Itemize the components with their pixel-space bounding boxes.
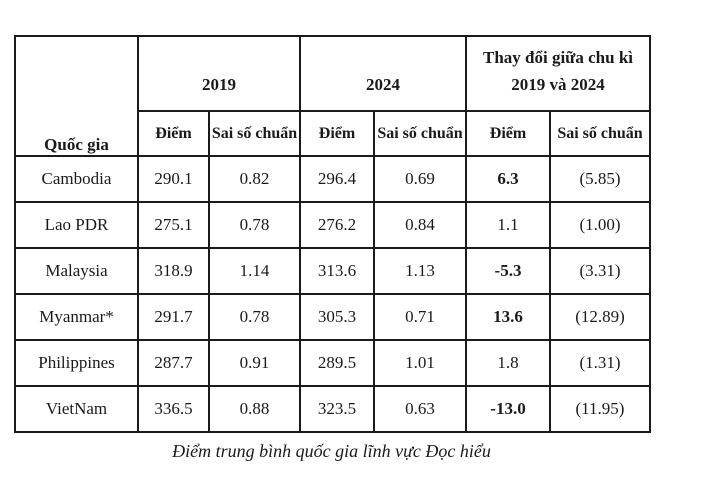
- reading-scores-table: Quốc gia 2019 2024 Thay đổi giữa chu kì …: [14, 35, 651, 433]
- score-2019-cell: 275.1: [137, 201, 210, 249]
- table-row-cambodia: Cambodia 290.1 0.82 296.4 0.69 6.3 (5.85…: [14, 155, 651, 203]
- change-score-value: 1.8: [497, 353, 519, 372]
- change-score-cell: -13.0: [465, 385, 551, 433]
- change-se-cell: (11.95): [549, 385, 651, 433]
- score-2024-cell: 313.6: [299, 247, 375, 295]
- change-score-cell: 1.8: [465, 339, 551, 387]
- table-caption: Điểm trung bình quốc gia lĩnh vực Đọc hi…: [172, 441, 491, 461]
- table-row-philippines: Philippines 287.7 0.91 289.5 1.01 1.8 (1…: [14, 339, 651, 387]
- table-row-vietnam: VietNam 336.5 0.88 323.5 0.63 -13.0 (11.…: [14, 385, 651, 433]
- change-se-cell: (1.31): [549, 339, 651, 387]
- se-2024-cell: 0.84: [373, 201, 467, 249]
- country-cell: Philippines: [14, 339, 139, 387]
- change-se-cell: (12.89): [549, 293, 651, 341]
- country-cell: Malaysia: [14, 247, 139, 295]
- score-2019-cell: 290.1: [137, 155, 210, 203]
- group-header-change: Thay đổi giữa chu kì 2019 và 2024: [465, 35, 651, 112]
- score-2019-cell: 336.5: [137, 385, 210, 433]
- subheader-se-change: Sai số chuẩn: [549, 110, 651, 157]
- subheader-se-2019: Sai số chuẩn: [208, 110, 301, 157]
- score-2024-cell: 289.5: [299, 339, 375, 387]
- change-score-cell: -5.3: [465, 247, 551, 295]
- score-2024-cell: 276.2: [299, 201, 375, 249]
- table-row-lao-pdr: Lao PDR 275.1 0.78 276.2 0.84 1.1 (1.00): [14, 201, 651, 249]
- change-score-value: 1.1: [497, 215, 519, 234]
- subheader-score-change: Điểm: [465, 110, 551, 157]
- se-2019-cell: 0.91: [208, 339, 301, 387]
- score-2019-cell: 318.9: [137, 247, 210, 295]
- country-cell: Cambodia: [14, 155, 139, 203]
- subheader-score-2019: Điểm: [137, 110, 210, 157]
- change-se-cell: (3.31): [549, 247, 651, 295]
- subheader-se-2024: Sai số chuẩn: [373, 110, 467, 157]
- se-2024-cell: 0.69: [373, 155, 467, 203]
- score-2019-cell: 287.7: [137, 339, 210, 387]
- country-column-header: Quốc gia: [14, 35, 139, 157]
- country-cell: Myanmar*: [14, 293, 139, 341]
- change-score-cell: 1.1: [465, 201, 551, 249]
- change-score-cell: 13.6: [465, 293, 551, 341]
- score-2019-cell: 291.7: [137, 293, 210, 341]
- score-2024-cell: 305.3: [299, 293, 375, 341]
- group-header-2019: 2019: [137, 35, 301, 112]
- change-score-value: 6.3: [497, 169, 519, 188]
- se-2019-cell: 0.78: [208, 293, 301, 341]
- table-row-malaysia: Malaysia 318.9 1.14 313.6 1.13 -5.3 (3.3…: [14, 247, 651, 295]
- se-2019-cell: 1.14: [208, 247, 301, 295]
- country-cell: Lao PDR: [14, 201, 139, 249]
- sub-header-row: Điểm Sai số chuẩn Điểm Sai số chuẩn Điểm…: [15, 110, 651, 157]
- se-2019-cell: 0.78: [208, 201, 301, 249]
- se-2019-cell: 0.88: [208, 385, 301, 433]
- subheader-score-2024: Điểm: [299, 110, 375, 157]
- se-2019-cell: 0.82: [208, 155, 301, 203]
- se-2024-cell: 1.01: [373, 339, 467, 387]
- change-score-value: -13.0: [490, 399, 526, 418]
- country-cell: VietNam: [14, 385, 139, 433]
- group-header-2024: 2024: [299, 35, 467, 112]
- group-header-row: Quốc gia 2019 2024 Thay đổi giữa chu kì …: [14, 35, 651, 157]
- change-score-value: 13.6: [493, 307, 523, 326]
- score-2024-cell: 296.4: [299, 155, 375, 203]
- se-2024-cell: 1.13: [373, 247, 467, 295]
- se-2024-cell: 0.71: [373, 293, 467, 341]
- se-2024-cell: 0.63: [373, 385, 467, 433]
- change-se-cell: (1.00): [549, 201, 651, 249]
- change-score-cell: 6.3: [465, 155, 551, 203]
- change-se-cell: (5.85): [549, 155, 651, 203]
- table-row-myanmar: Myanmar* 291.7 0.78 305.3 0.71 13.6 (12.…: [14, 293, 651, 341]
- score-2024-cell: 323.5: [299, 385, 375, 433]
- change-score-value: -5.3: [494, 261, 522, 280]
